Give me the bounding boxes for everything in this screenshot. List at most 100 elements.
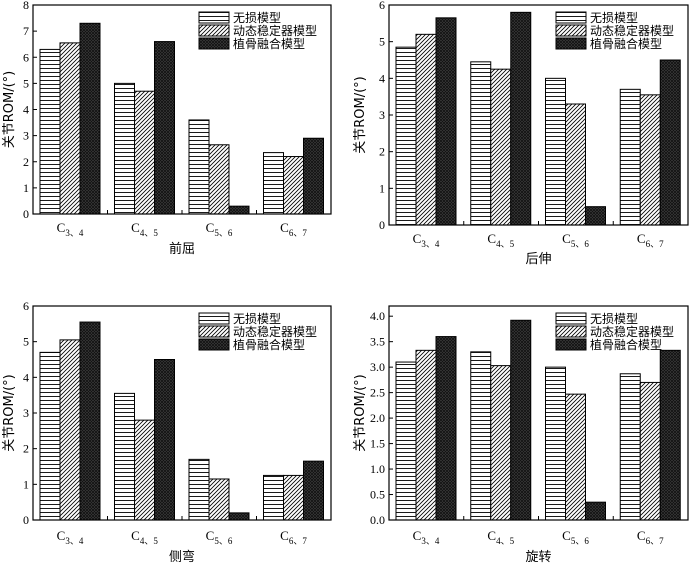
bar-3-cat-2 xyxy=(510,11,532,226)
y-tick-label-6: 6 xyxy=(379,0,385,12)
legend-swatch-3 xyxy=(198,37,230,50)
y-tick-label-2: 2 xyxy=(379,145,385,159)
chart-panel-extension: C3、4 C4、5 C5、6 C6、7 0 1 2 3 4 5 6 关节ROM/(°) 后伸 无损模型动态… xyxy=(353,0,689,267)
category-label-3: C5、6 xyxy=(206,220,233,238)
y-tick-label-5: 2.5 xyxy=(370,386,385,400)
x-axis-label: 前屈 xyxy=(169,241,195,257)
bar-3-cat-3 xyxy=(585,501,606,521)
category-label-2: C4、5 xyxy=(131,220,158,238)
bar-1-cat-1 xyxy=(39,351,61,521)
bar-3-cat-4 xyxy=(659,349,681,521)
y-tick-label-3: 3 xyxy=(23,406,29,420)
bar-3-cat-1 xyxy=(435,17,457,226)
bar-3-cat-3 xyxy=(228,205,250,215)
y-tick-label-5: 5 xyxy=(379,35,385,49)
y-tick-label-6: 3.0 xyxy=(370,360,385,374)
category-label-2: C4、5 xyxy=(487,528,514,546)
bar-1-cat-3 xyxy=(545,77,566,226)
legend-swatch-3 xyxy=(555,338,587,351)
category-label-1: C3、4 xyxy=(413,231,440,249)
bar-1-cat-2 xyxy=(470,351,492,521)
legend-swatch-2 xyxy=(198,325,230,338)
legend-swatch-3 xyxy=(555,37,587,50)
bar-2-cat-4 xyxy=(639,94,661,226)
legend-label-2: 动态稳定器模型 xyxy=(233,23,317,38)
bar-1-cat-2 xyxy=(114,392,135,521)
y-tick-label-4: 2.0 xyxy=(370,411,385,425)
bar-2-cat-2 xyxy=(490,365,512,521)
legend-label-1: 无损模型 xyxy=(233,11,281,25)
x-axis-label: 后伸 xyxy=(525,252,551,267)
bar-2-cat-4 xyxy=(283,156,304,215)
bar-3-cat-1 xyxy=(79,321,101,521)
legend-label-2: 动态稳定器模型 xyxy=(590,23,674,38)
y-tick-label-6: 6 xyxy=(23,299,29,313)
y-tick-label-8: 8 xyxy=(23,0,29,12)
bar-2-cat-3 xyxy=(565,103,586,226)
bar-3-cat-4 xyxy=(659,59,681,226)
y-tick-label-4: 4 xyxy=(23,103,29,117)
bar-1-cat-1 xyxy=(395,361,417,521)
bar-3-cat-2 xyxy=(154,359,175,521)
category-label-4: C6、7 xyxy=(637,231,664,249)
bar-1-cat-1 xyxy=(395,46,417,226)
chart-panel-flexion: C3、4 C4、5 C5、6 C6、7 0 1 2 3 4 5 6 7 8 关节ROM/(°) 前屈 无损模型… xyxy=(2,0,332,257)
legend-swatch-1 xyxy=(555,312,587,325)
legend-label-1: 无损模型 xyxy=(590,11,638,25)
y-tick-label-8: 4.0 xyxy=(370,309,385,323)
category-label-3: C5、6 xyxy=(562,231,589,249)
y-axis-label: 关节ROM/(°) xyxy=(353,76,368,154)
bar-2-cat-1 xyxy=(59,42,81,215)
bar-1-cat-2 xyxy=(470,61,492,226)
bar-3-cat-1 xyxy=(79,22,101,215)
y-tick-label-4: 4 xyxy=(379,71,385,85)
category-label-1: C3、4 xyxy=(413,528,440,546)
legend-swatch-2 xyxy=(198,24,230,37)
legend-label-1: 无损模型 xyxy=(233,312,281,326)
y-tick-label-0: 0 xyxy=(23,513,29,527)
y-axis-label: 关节ROM/(°) xyxy=(353,374,368,452)
bar-3-cat-1 xyxy=(435,336,457,521)
y-tick-label-2: 1.0 xyxy=(370,462,385,476)
bar-2-cat-1 xyxy=(415,349,437,521)
legend-label-2: 动态稳定器模型 xyxy=(590,324,674,339)
y-tick-label-7: 7 xyxy=(23,24,29,38)
bar-3-cat-2 xyxy=(510,319,532,521)
bar-2-cat-2 xyxy=(134,90,155,215)
legend-swatch-2 xyxy=(555,24,587,37)
legend-label-3: 植骨融合模型 xyxy=(233,337,305,352)
legend-swatch-3 xyxy=(198,338,230,351)
y-tick-label-1: 1 xyxy=(23,477,29,491)
category-label-2: C4、5 xyxy=(131,528,158,546)
y-tick-label-5: 5 xyxy=(23,76,29,90)
bar-1-cat-1 xyxy=(39,48,61,215)
legend-label-2: 动态稳定器模型 xyxy=(233,324,317,339)
category-label-3: C5、6 xyxy=(206,528,233,546)
y-tick-label-0: 0 xyxy=(23,207,29,221)
bar-1-cat-4 xyxy=(619,373,641,521)
bar-2-cat-3 xyxy=(208,478,230,521)
bar-1-cat-4 xyxy=(263,474,284,521)
y-tick-label-3: 1.5 xyxy=(370,437,385,451)
bar-2-cat-1 xyxy=(59,339,81,521)
legend-swatch-1 xyxy=(555,11,587,24)
legend-swatch-1 xyxy=(198,312,230,325)
bar-2-cat-1 xyxy=(415,33,437,226)
bar-3-cat-4 xyxy=(303,137,324,215)
y-tick-label-6: 6 xyxy=(23,50,29,64)
category-label-1: C3、4 xyxy=(57,528,84,546)
bar-3-cat-3 xyxy=(228,512,250,521)
y-tick-label-1: 1 xyxy=(23,181,29,195)
x-axis-label: 侧弯 xyxy=(169,549,195,563)
category-label-3: C5、6 xyxy=(562,528,589,546)
y-tick-label-1: 1 xyxy=(379,181,385,195)
y-tick-label-0: 0.0 xyxy=(370,513,385,527)
legend-label-3: 植骨融合模型 xyxy=(590,36,662,51)
legend-label-3: 植骨融合模型 xyxy=(233,36,305,51)
x-axis-label: 旋转 xyxy=(525,550,551,563)
y-tick-label-1: 0.5 xyxy=(370,488,385,502)
y-axis-label: 关节ROM/(°) xyxy=(2,71,17,149)
bar-1-cat-4 xyxy=(263,152,284,215)
bar-2-cat-3 xyxy=(565,393,586,521)
y-tick-label-2: 2 xyxy=(23,155,29,169)
